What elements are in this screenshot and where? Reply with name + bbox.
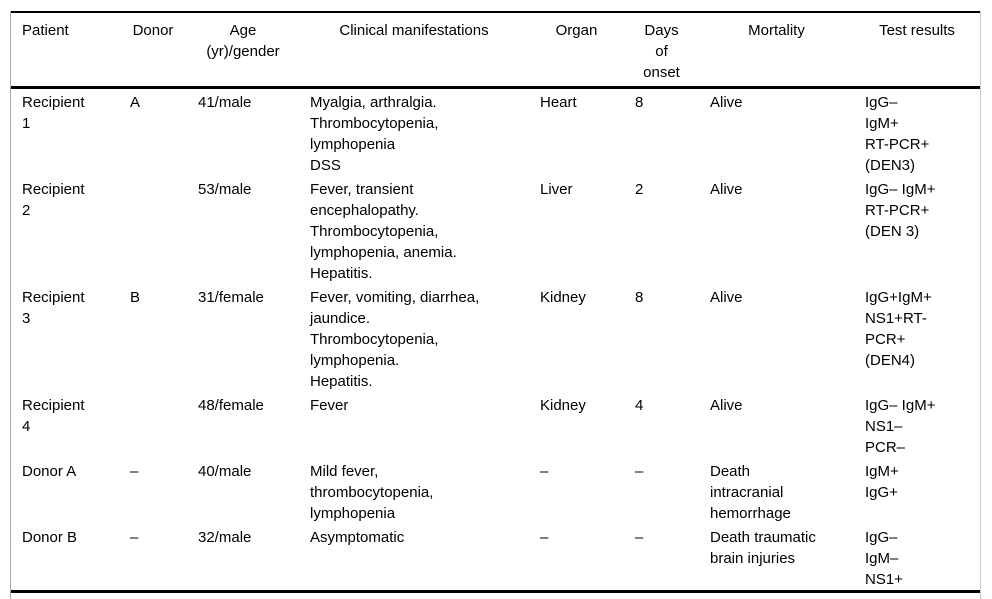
table-row-recipient-4: Recipient 4 48/female Fever Kidney 4 Ali…: [11, 392, 980, 458]
cell-age: 41/male: [198, 94, 252, 111]
cell-test: IgM+ IgG+: [865, 463, 899, 501]
cell-clinical: Fever: [310, 397, 349, 414]
column-header-donor: Donor: [132, 22, 174, 39]
column-header-test: Test results: [879, 22, 955, 39]
transplant-dengue-table: Patient Donor Age (yr)/gender Clinical m…: [11, 11, 980, 593]
table-row-recipient-3: Recipient 3 B 31/female Fever, vomiting,…: [11, 284, 980, 392]
cell-patient: Recipient 2: [22, 181, 85, 219]
cell-clinical: Mild fever, thrombocytopenia, lymphopeni…: [310, 463, 434, 522]
cell-patient: Recipient 1: [22, 94, 85, 132]
cell-patient: Recipient 3: [22, 289, 85, 327]
cell-donor: B: [130, 289, 141, 306]
cell-patient: Donor B: [22, 529, 78, 546]
column-header-patient: Patient: [22, 22, 69, 39]
cell-donor: –: [130, 529, 139, 546]
cell-patient: Recipient 4: [22, 397, 85, 435]
cell-organ: Heart: [540, 94, 577, 111]
cell-patient: Donor A: [22, 463, 77, 480]
cell-mortality: Alive: [710, 181, 743, 198]
cell-organ: Kidney: [540, 397, 586, 414]
cell-age: 40/male: [198, 463, 252, 480]
column-header-organ: Organ: [555, 22, 598, 39]
header-row: Patient Donor Age (yr)/gender Clinical m…: [11, 12, 980, 88]
cell-organ: –: [540, 529, 549, 546]
cell-days: –: [635, 529, 644, 546]
cell-mortality: Alive: [710, 397, 743, 414]
column-header-days: Days of onset: [643, 22, 680, 81]
cell-days: 8: [635, 289, 644, 306]
table-frame: Patient Donor Age (yr)/gender Clinical m…: [10, 11, 981, 599]
cell-organ: Kidney: [540, 289, 586, 306]
cell-clinical: Myalgia, arthralgia. Thrombocytopenia, l…: [310, 94, 439, 174]
cell-organ: Liver: [540, 181, 573, 198]
cell-clinical: Fever, vomiting, diarrhea, jaundice. Thr…: [310, 289, 480, 390]
cell-days: 4: [635, 397, 644, 414]
cell-mortality: Alive: [710, 289, 743, 306]
table-row-recipient-2: Recipient 2 53/male Fever, transient enc…: [11, 176, 980, 284]
cell-days: 2: [635, 181, 644, 198]
table-row-donor-a: Donor A – 40/male Mild fever, thrombocyt…: [11, 458, 980, 524]
cell-days: –: [635, 463, 644, 480]
cell-donor: [119, 392, 187, 458]
cell-mortality: Death intracranial hemorrhage: [710, 463, 791, 522]
column-header-mortality: Mortality: [748, 22, 805, 39]
cell-donor: A: [130, 94, 141, 111]
cell-test: IgG+IgM+ NS1+RT- PCR+ (DEN4): [865, 289, 932, 369]
cell-test: IgG– IgM+ RT-PCR+ (DEN3): [865, 94, 930, 174]
cell-test: IgG– IgM– NS1+: [865, 529, 903, 588]
cell-clinical: Asymptomatic: [310, 529, 405, 546]
cell-donor: [119, 176, 187, 284]
cell-days: 8: [635, 94, 644, 111]
column-header-age: Age (yr)/gender: [206, 22, 280, 60]
column-header-clinical: Clinical manifestations: [339, 22, 489, 39]
cell-test: IgG– IgM+ NS1– PCR–: [865, 397, 936, 456]
table-row-donor-b: Donor B – 32/male Asymptomatic – – Death…: [11, 524, 980, 592]
table-row-recipient-1: Recipient 1 A 41/male Myalgia, arthralgi…: [11, 88, 980, 177]
cell-age: 32/male: [198, 529, 252, 546]
cell-mortality: Death traumatic brain injuries: [710, 529, 816, 567]
cell-donor: –: [130, 463, 139, 480]
cell-age: 31/female: [198, 289, 264, 306]
cell-organ: –: [540, 463, 549, 480]
cell-mortality: Alive: [710, 94, 743, 111]
cell-age: 53/male: [198, 181, 252, 198]
cell-age: 48/female: [198, 397, 264, 414]
cell-test: IgG– IgM+ RT-PCR+ (DEN 3): [865, 181, 936, 240]
cell-clinical: Fever, transient encephalopathy. Thrombo…: [310, 181, 457, 282]
